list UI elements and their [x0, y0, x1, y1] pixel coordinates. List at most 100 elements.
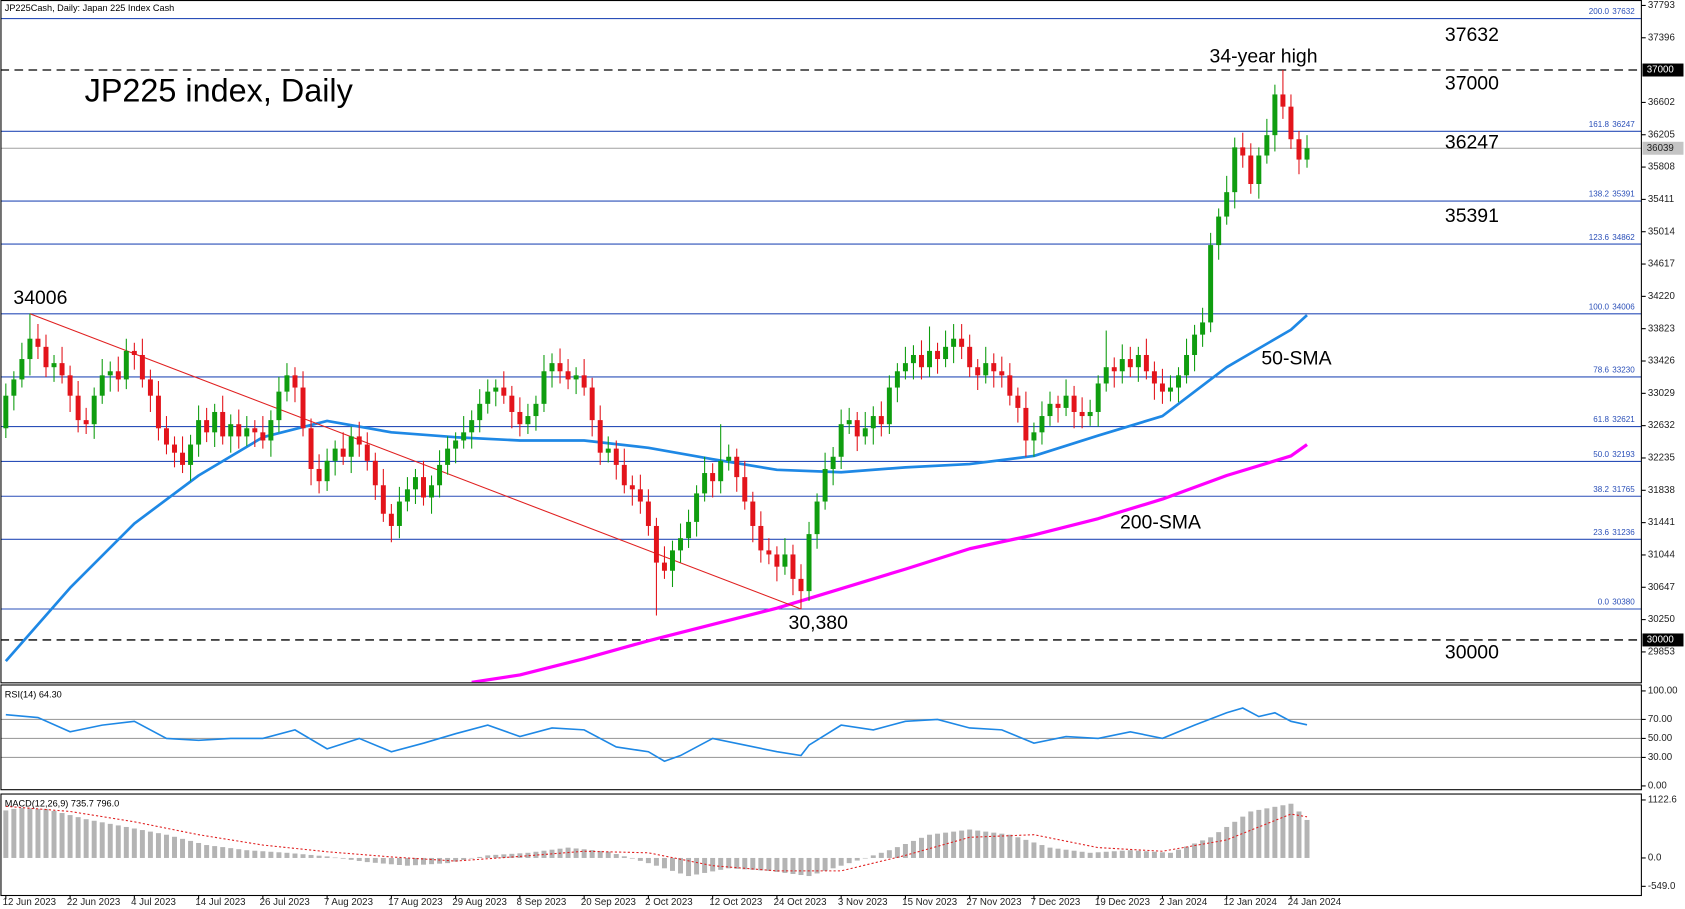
x-tick-label: 27 Nov 2023 — [966, 897, 1021, 908]
candle-body — [1184, 354, 1190, 376]
candle-body — [147, 379, 153, 396]
candle-body — [918, 354, 924, 368]
candle-body — [107, 371, 113, 376]
macd-bar — [388, 857, 394, 865]
candle-body — [830, 456, 836, 469]
candle-body — [1135, 354, 1141, 368]
macd-bar — [1031, 842, 1037, 858]
macd-bar — [308, 854, 314, 858]
candle-body — [814, 501, 820, 535]
candle-body — [1119, 359, 1125, 372]
candle-body — [549, 363, 555, 372]
macd-bar — [862, 857, 868, 859]
candle-body — [1256, 155, 1262, 185]
candle-body — [429, 485, 435, 498]
macd-bar — [1063, 849, 1069, 858]
candle-body — [131, 350, 137, 355]
macd-bar — [348, 857, 354, 860]
candle-body — [1023, 407, 1029, 441]
candle-body — [1111, 367, 1117, 372]
rsi-tick-label: 70.00 — [1648, 714, 1673, 725]
candle-body — [686, 521, 692, 539]
candle-body — [99, 375, 105, 396]
macd-bar — [573, 848, 579, 858]
level-box-label: 30000 — [1647, 635, 1675, 646]
macd-bar — [1208, 837, 1214, 858]
candle-body — [3, 395, 9, 429]
x-tick-label: 17 Aug 2023 — [388, 897, 443, 908]
macd-bar — [806, 857, 812, 877]
candle-body — [621, 464, 627, 486]
macd-bar — [340, 857, 346, 859]
candle-body — [1007, 375, 1013, 396]
candle-body — [991, 363, 997, 372]
candle-body — [589, 387, 595, 421]
macd-bar — [163, 834, 169, 858]
candle-body — [935, 350, 941, 360]
rsi-line — [5, 707, 1308, 763]
candle-body — [252, 428, 258, 433]
y-tick-label: 36205 — [1648, 129, 1675, 140]
candle-body — [710, 473, 716, 482]
candle-body — [324, 460, 330, 482]
candle-body — [661, 562, 667, 571]
macd-bar — [268, 851, 274, 858]
x-tick-label: 7 Aug 2023 — [324, 897, 373, 908]
candle-body — [123, 350, 129, 380]
candle-body — [1248, 155, 1254, 185]
macd-bar — [830, 857, 836, 869]
macd-bar — [107, 823, 113, 858]
fib-ratio: 161.8 — [1589, 120, 1610, 129]
fib-ratio: 23.6 — [1593, 528, 1609, 537]
fib-value: 31236 — [1612, 528, 1635, 537]
candle-body — [372, 460, 378, 486]
macd-bar — [421, 857, 426, 865]
candle-body — [509, 395, 515, 412]
candle-body — [806, 534, 812, 592]
x-tick-label: 20 Sep 2023 — [581, 897, 636, 908]
candle-body — [983, 363, 989, 376]
macd-bar — [1184, 846, 1190, 858]
macd-bar — [477, 856, 483, 858]
macd-bar — [509, 853, 515, 858]
macd-bar — [364, 857, 370, 863]
candle-body — [1264, 135, 1270, 156]
macd-bar — [1015, 837, 1021, 858]
y-tick-label: 35808 — [1648, 162, 1675, 173]
candle-body — [1079, 411, 1085, 417]
macd-bar — [661, 857, 667, 869]
rsi-panel: 100.00 70.00 50.00 30.00 0.00 — [0, 685, 1678, 791]
candle-body — [790, 554, 796, 579]
candle-body — [437, 464, 443, 486]
candle-body — [581, 375, 587, 388]
fib-ratio: 38.2 — [1593, 485, 1609, 494]
y-tick-label: 34220 — [1648, 291, 1676, 302]
fib-ratio: 138.2 — [1589, 190, 1610, 199]
candle-body — [758, 525, 764, 551]
candle-body — [605, 448, 611, 453]
candle-body — [236, 424, 242, 437]
candle-body — [541, 371, 547, 404]
macd-bar — [188, 840, 194, 858]
macd-bar — [1143, 851, 1149, 858]
candle-body — [445, 448, 451, 465]
macd-bar — [172, 836, 177, 858]
macd-bar — [589, 850, 595, 858]
macd-bar — [1087, 852, 1093, 858]
candle-body — [139, 354, 145, 380]
macd-tick-label: 0.0 — [1648, 853, 1662, 864]
macd-bar — [1023, 839, 1029, 858]
macd-bar — [396, 857, 402, 865]
macd-bar — [485, 855, 491, 858]
macd-bar — [115, 825, 121, 858]
y-tick-label: 33426 — [1648, 356, 1675, 367]
candle-body — [11, 379, 17, 396]
macd-bar — [718, 857, 724, 870]
candle-body — [268, 420, 274, 441]
macd-bar — [870, 855, 876, 858]
macd-bar — [1240, 816, 1246, 858]
candle-body — [380, 485, 386, 514]
macd-bar — [694, 857, 700, 875]
candle-body — [870, 416, 876, 429]
